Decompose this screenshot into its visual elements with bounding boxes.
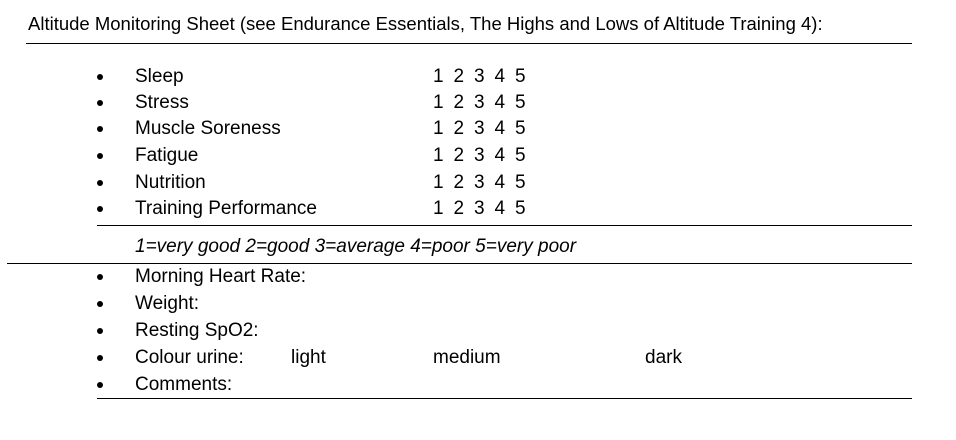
bullet-icon	[97, 153, 103, 159]
bottom-divider	[97, 398, 912, 399]
scale-value: 2	[453, 118, 465, 139]
scale-value: 4	[494, 92, 506, 113]
scale-value: 1	[433, 145, 445, 166]
bullet-icon	[97, 126, 103, 132]
scale-value: 2	[453, 172, 465, 193]
scale-value: 4	[494, 66, 506, 87]
scale-value: 5	[515, 172, 527, 193]
measurement-label: Comments:	[135, 374, 233, 395]
rating-label: Sleep	[135, 66, 184, 87]
measurement-label: Morning Heart Rate:	[135, 266, 307, 287]
scale-value: 5	[515, 198, 527, 219]
scale-value: 3	[474, 118, 486, 139]
sheet-title: Altitude Monitoring Sheet (see Endurance…	[28, 13, 823, 34]
scale-value: 5	[515, 66, 527, 87]
scale-value: 3	[474, 145, 486, 166]
bullet-icon	[97, 74, 103, 80]
bullet-icon	[97, 180, 103, 186]
scale-value: 1	[433, 66, 445, 87]
bullet-icon	[97, 274, 103, 280]
scale-value: 2	[453, 92, 465, 113]
urine-option-dark: dark	[645, 347, 682, 368]
scale-value: 4	[494, 118, 506, 139]
measurement-comments: Comments:	[0, 374, 956, 400]
rating-divider	[97, 225, 912, 226]
scale-value: 3	[474, 172, 486, 193]
rating-legend: 1=very good 2=good 3=average 4=poor 5=ve…	[135, 236, 577, 257]
bullet-icon	[97, 382, 103, 388]
urine-option-medium: medium	[433, 347, 501, 368]
scale-value: 2	[453, 66, 465, 87]
scale-value: 3	[474, 92, 486, 113]
scale-value: 1	[433, 172, 445, 193]
rating-label: Training Performance	[135, 198, 317, 219]
rating-label: Fatigue	[135, 145, 199, 166]
legend-divider	[7, 263, 912, 264]
bullet-icon	[97, 100, 103, 106]
scale-value: 2	[453, 145, 465, 166]
scale-value: 4	[494, 145, 506, 166]
measurement-label: Colour urine:	[135, 347, 244, 368]
bullet-icon	[97, 355, 103, 361]
title-underline	[26, 43, 912, 44]
scale-value: 4	[494, 198, 506, 219]
scale-value: 5	[515, 145, 527, 166]
measurement-morning-heart-rate: Morning Heart Rate:	[0, 266, 956, 292]
measurement-weight: Weight:	[0, 293, 956, 319]
rating-label: Stress	[135, 92, 189, 113]
bullet-icon	[97, 301, 103, 307]
scale-value: 2	[453, 198, 465, 219]
measurement-label: Weight:	[135, 293, 200, 314]
measurement-colour-urine: Colour urine: light medium dark	[0, 347, 956, 373]
measurement-resting-spo2: Resting SpO2:	[0, 320, 956, 346]
bullet-icon	[97, 206, 103, 212]
scale-value: 4	[494, 172, 506, 193]
scale-value: 1	[433, 92, 445, 113]
scale-value: 3	[474, 66, 486, 87]
bullet-icon	[97, 328, 103, 334]
scale-value: 1	[433, 118, 445, 139]
rating-label: Muscle Soreness	[135, 118, 281, 139]
measurement-label: Resting SpO2:	[135, 320, 259, 341]
scale-value: 3	[474, 198, 486, 219]
scale-value: 5	[515, 118, 527, 139]
rating-label: Nutrition	[135, 172, 206, 193]
scale-value: 5	[515, 92, 527, 113]
urine-option-light: light	[291, 347, 326, 368]
scale-value: 1	[433, 198, 445, 219]
